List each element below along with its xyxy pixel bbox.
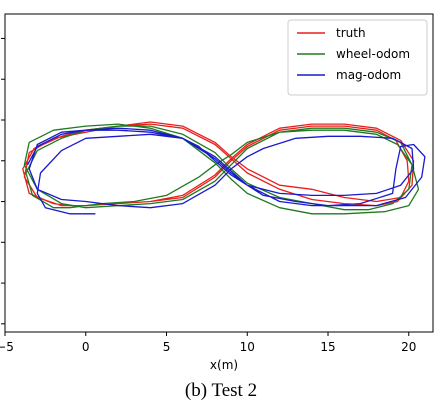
trajectory-chart: −5 0 5 10 15 20 x(m) truth wheel-odom mag-odom [0,13,434,372]
legend: truth wheel-odom mag-odom [287,19,428,96]
y-axis-ticks [1,37,5,325]
x-tick-label: 0 [82,340,90,354]
legend-label-truth: truth [336,26,366,40]
x-tick-label: 5 [163,340,171,354]
legend-label-wheel-odom: wheel-odom [336,47,410,61]
legend-box [287,19,428,96]
x-tick-label: 20 [401,340,416,354]
x-tick-label: 10 [240,340,255,354]
plot-frame [4,13,434,333]
series-layer [22,121,426,215]
legend-label-mag-odom: mag-odom [336,68,401,82]
figure-caption: (b) Test 2 [184,380,258,401]
series-line-wheel-odom [23,123,420,215]
series-line-truth [22,121,415,207]
x-tick-label: 15 [320,340,335,354]
series-line-mag-odom [27,127,426,215]
x-axis-ticks: −5 0 5 10 15 20 [0,332,416,354]
x-tick-label: −5 [0,340,14,354]
x-axis-label: x(m) [210,358,238,372]
